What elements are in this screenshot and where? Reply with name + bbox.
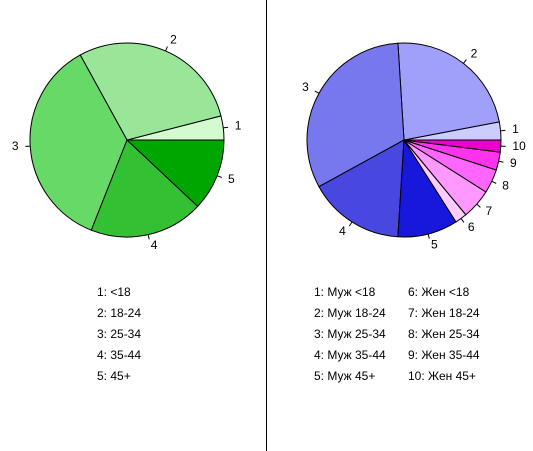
slice-label: 3 — [302, 80, 309, 94]
pie-slice — [29, 54, 128, 231]
slice-tick — [147, 234, 150, 240]
legend-entry: 3: Муж 25-34 — [314, 327, 386, 341]
legend-entry: 1: <18 — [97, 285, 131, 299]
slice-label: 1 — [512, 122, 519, 136]
slice-label: 4 — [151, 238, 158, 252]
legend-entry: 2: 18-24 — [97, 306, 141, 320]
legend-entry: 7: Жен 18-24 — [408, 306, 480, 320]
slice-tick — [223, 126, 229, 129]
pie-slice — [125, 139, 225, 208]
slice-label: 1 — [235, 119, 242, 133]
legend-entry: 4: Муж 35-44 — [314, 348, 386, 362]
slice-tick — [491, 180, 497, 184]
slice-tick — [498, 160, 504, 163]
legend-entry: 8: Жен 25-34 — [408, 327, 480, 341]
pie-slice — [90, 139, 199, 238]
slice-tick — [165, 46, 168, 52]
slice-tick — [476, 203, 481, 208]
slice-tick — [349, 221, 353, 227]
legend-entry: 2: Муж 18-24 — [314, 306, 386, 320]
slice-label: 5 — [431, 237, 438, 251]
legend-entry: 4: 35-44 — [97, 348, 141, 362]
slice-tick — [427, 233, 430, 239]
legend-entry: 5: 45+ — [97, 369, 131, 383]
legend-entry: 3: 25-34 — [97, 327, 141, 341]
slice-label: 6 — [468, 220, 475, 234]
legend-entry: 10: Жен 45+ — [408, 369, 476, 383]
slice-label: 4 — [339, 224, 346, 238]
slice-tick — [460, 218, 465, 223]
slice-label: 10 — [512, 139, 526, 153]
slice-label: 7 — [485, 204, 492, 218]
legend-entry: 9: Жен 35-44 — [408, 348, 480, 362]
slice-label: 5 — [228, 172, 235, 186]
legend-entry: 5: Муж 45+ — [314, 369, 375, 383]
slice-label: 2 — [170, 32, 177, 46]
legend-entry: 1: Муж <18 — [314, 285, 376, 299]
slice-tick — [314, 90, 320, 94]
slice-label: 3 — [12, 139, 19, 153]
pie-slice — [403, 139, 502, 153]
slice-label: 9 — [510, 156, 517, 170]
legend-entry: 6: Жен <18 — [408, 285, 470, 299]
slice-label: 2 — [471, 46, 478, 60]
slice-tick — [217, 175, 222, 178]
slice-label: 8 — [502, 178, 509, 192]
slice-tick — [463, 59, 467, 64]
